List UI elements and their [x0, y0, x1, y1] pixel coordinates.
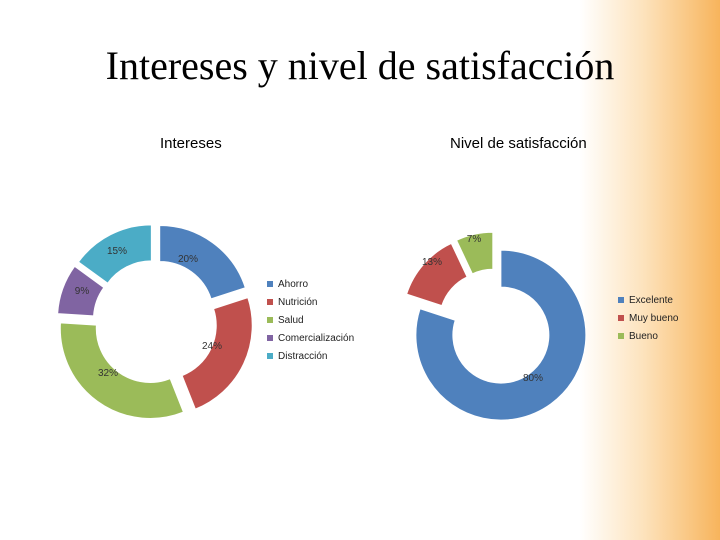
- background-gradient: [580, 0, 720, 540]
- intereses-data-label: 32%: [98, 368, 118, 379]
- satisfaccion-slice-bueno: [455, 231, 494, 275]
- satisfaccion-slice-muy bueno: [406, 242, 468, 307]
- legend-item: Excelente: [618, 291, 678, 309]
- legend-label: Excelente: [629, 294, 673, 306]
- satisfaccion-data-label: 7%: [467, 234, 482, 245]
- legend-item: Nutrición: [267, 293, 354, 311]
- legend-swatch: [618, 297, 624, 303]
- intereses-slice-nutrición: [181, 296, 253, 410]
- intereses-slice-comercialización: [57, 265, 105, 317]
- intereses-slice-ahorro: [159, 225, 246, 300]
- satisfaccion-data-label: 80%: [523, 373, 543, 384]
- intereses-slice-distracción: [77, 224, 152, 284]
- legend-label: Bueno: [629, 330, 658, 342]
- legend-swatch: [267, 299, 273, 305]
- intereses-data-label: 15%: [107, 246, 127, 257]
- slide-title: Intereses y nivel de satisfacción: [105, 43, 615, 88]
- legend-label: Nutrición: [278, 296, 318, 308]
- intereses-data-label: 9%: [75, 286, 90, 297]
- legend-item: Muy bueno: [618, 309, 678, 327]
- legend-item: Distracción: [267, 347, 354, 365]
- legend-label: Distracción: [278, 350, 328, 362]
- chart-title-intereses: Intereses: [160, 135, 222, 152]
- satisfaccion-slice-excelente: [415, 249, 587, 421]
- legend-satisfaccion: Excelente Muy bueno Bueno: [618, 291, 678, 345]
- legend-item: Comercialización: [267, 329, 354, 347]
- legend-item: Salud: [267, 311, 354, 329]
- legend-label: Comercialización: [278, 332, 355, 344]
- legend-label: Salud: [278, 314, 304, 326]
- satisfaccion-data-label: 13%: [422, 257, 442, 268]
- legend-item: Bueno: [618, 327, 678, 345]
- legend-label: Muy bueno: [629, 312, 679, 324]
- legend-label: Ahorro: [278, 278, 309, 290]
- legend-swatch: [618, 333, 624, 339]
- legend-swatch: [267, 281, 273, 287]
- intereses-slice-salud: [59, 322, 185, 419]
- legend-intereses: Ahorro Nutrición Salud Comercialización Dist…: [267, 275, 354, 365]
- chart-title-satisfaccion: Nivel de satisfacción: [450, 135, 587, 152]
- legend-item: Ahorro: [267, 275, 354, 293]
- legend-swatch: [618, 315, 624, 321]
- intereses-data-label: 24%: [202, 341, 222, 352]
- legend-swatch: [267, 317, 273, 323]
- legend-swatch: [267, 353, 273, 359]
- intereses-data-label: 20%: [178, 254, 198, 265]
- legend-swatch: [267, 335, 273, 341]
